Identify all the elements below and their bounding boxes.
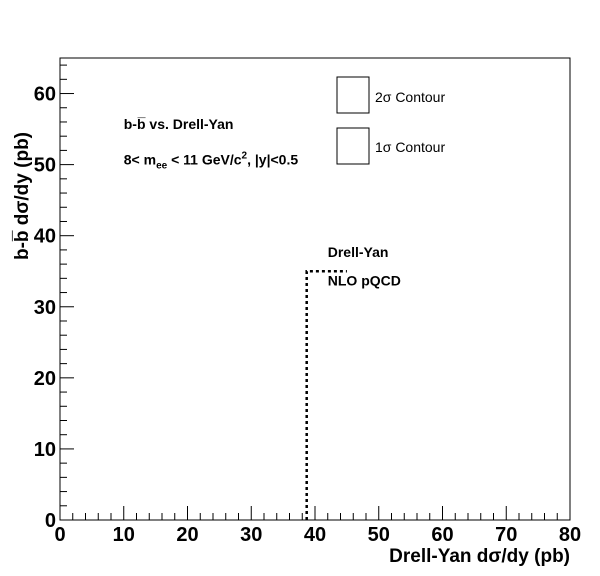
x-tick-label: 30 xyxy=(240,524,262,546)
x-tick-label: 80 xyxy=(559,524,581,546)
x-tick-label: 70 xyxy=(495,524,517,546)
x-tick-label: 50 xyxy=(368,524,390,546)
x-tick-label: 20 xyxy=(176,524,198,546)
annotation-title: b-b̅ vs. Drell-Yan xyxy=(124,116,234,132)
y-tick-label: 20 xyxy=(34,368,56,390)
x-axis-ticks: 0 10 20 30 40 50 60 70 80 xyxy=(54,506,581,546)
legend-swatch-1sigma xyxy=(336,127,370,165)
legend-label-1sigma: 1σ Contour xyxy=(375,139,445,155)
y-tick-label: 10 xyxy=(34,439,56,461)
x-tick-label: 40 xyxy=(304,524,326,546)
annotation-nlo-pqcd: NLO pQCD xyxy=(328,272,401,288)
x-tick-label: 60 xyxy=(431,524,453,546)
annotation-kinematics: 8< mee < 11 GeV/c2, |y|<0.5 xyxy=(124,151,299,172)
y-axis-ticks: 0 10 20 30 40 50 60 xyxy=(34,64,74,532)
legend-swatch-2sigma xyxy=(336,76,370,114)
x-axis-title: Drell-Yan dσ/dy (pb) xyxy=(389,546,570,567)
series-line xyxy=(305,269,347,520)
y-axis-title: b-b̅ dσ/dy (pb) xyxy=(12,132,33,260)
series-layer xyxy=(305,269,347,520)
legend: 2σ Contour 1σ Contour xyxy=(336,76,445,165)
x-tick-label: 10 xyxy=(113,524,135,546)
x-tick-label: 0 xyxy=(54,524,65,546)
legend-label-2sigma: 2σ Contour xyxy=(375,89,445,105)
annotation-drell-yan: Drell-Yan xyxy=(328,244,389,260)
y-tick-label: 0 xyxy=(45,510,56,532)
y-tick-label: 40 xyxy=(34,226,56,248)
y-tick-label: 60 xyxy=(34,84,56,106)
y-tick-label: 50 xyxy=(34,155,56,177)
y-tick-label: 30 xyxy=(34,297,56,319)
